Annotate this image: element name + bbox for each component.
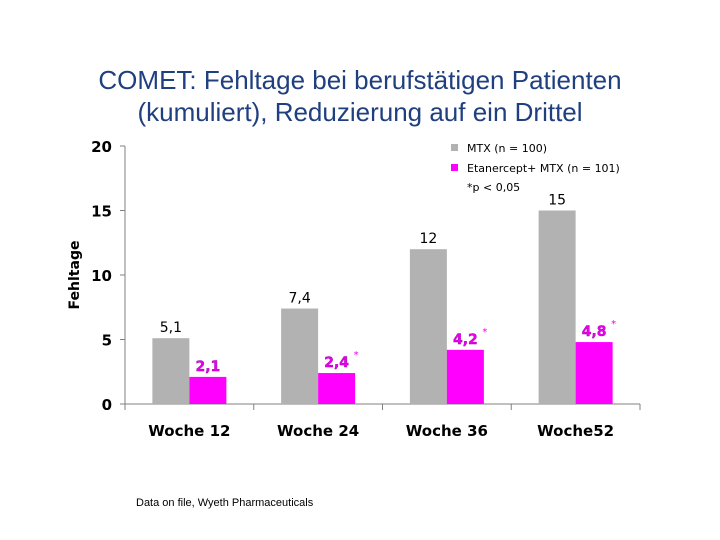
significance-marker: * bbox=[354, 350, 359, 361]
bar-etanercept-mtx bbox=[189, 376, 227, 404]
data-label: 4,2 bbox=[453, 332, 478, 348]
legend-swatch bbox=[451, 164, 458, 171]
bar-etanercept-mtx bbox=[575, 342, 613, 404]
y-tick-label: 20 bbox=[91, 138, 112, 156]
legend: MTX (n = 100) Etanercept+ MTX (n = 101) *p… bbox=[451, 142, 620, 194]
title-line-2: (kumuliert), Reduzierung auf ein Drittel bbox=[137, 97, 583, 127]
y-tick-label: 15 bbox=[91, 203, 112, 221]
y-axis: 0 5 10 15 20 Fehltage bbox=[67, 138, 126, 414]
bar-mtx bbox=[152, 338, 190, 404]
x-axis: Woche 12 Woche 24 Woche 36 Woche52 bbox=[124, 403, 641, 440]
data-labels: 5,1 2,1 7,4 2,4 * 12 4,2 * 15 4,8 * bbox=[160, 193, 616, 376]
y-axis-title: Fehltage bbox=[67, 241, 83, 310]
legend-swatch bbox=[451, 144, 458, 151]
significance-marker: * bbox=[482, 327, 487, 338]
x-tick-label: Woche 24 bbox=[277, 422, 359, 440]
bar-etanercept-mtx bbox=[446, 349, 484, 404]
x-tick-label: Woche 12 bbox=[148, 422, 230, 440]
x-tick-label: Woche52 bbox=[537, 422, 614, 440]
source-footnote: Data on file, Wyeth Pharmaceuticals bbox=[136, 497, 314, 509]
data-label: 2,4 bbox=[324, 355, 349, 371]
data-label: 2,1 bbox=[195, 359, 220, 375]
bar-mtx bbox=[281, 308, 319, 404]
bar-mtx bbox=[409, 249, 447, 404]
data-label: 4,8 bbox=[582, 324, 607, 340]
y-tick-label: 5 bbox=[102, 332, 112, 350]
data-label: 12 bbox=[419, 231, 437, 247]
legend-label: MTX (n = 100) bbox=[467, 142, 547, 155]
bar-mtx bbox=[538, 210, 576, 404]
legend-note: *p < 0,05 bbox=[467, 181, 520, 194]
y-tick-label: 0 bbox=[102, 396, 112, 414]
significance-marker: * bbox=[611, 319, 616, 330]
page-title: COMET: Fehltage bei berufstätigen Patien… bbox=[0, 64, 720, 128]
data-label: 7,4 bbox=[288, 291, 310, 307]
data-label: 5,1 bbox=[160, 320, 182, 336]
x-tick-label: Woche 36 bbox=[406, 422, 488, 440]
legend-label: Etanercept+ MTX (n = 101) bbox=[467, 162, 620, 175]
bars bbox=[152, 210, 613, 404]
bar-etanercept-mtx bbox=[318, 373, 356, 404]
data-label: 15 bbox=[548, 193, 566, 209]
y-tick-label: 10 bbox=[91, 267, 112, 285]
title-line-1: COMET: Fehltage bei berufstätigen Patien… bbox=[98, 65, 622, 95]
